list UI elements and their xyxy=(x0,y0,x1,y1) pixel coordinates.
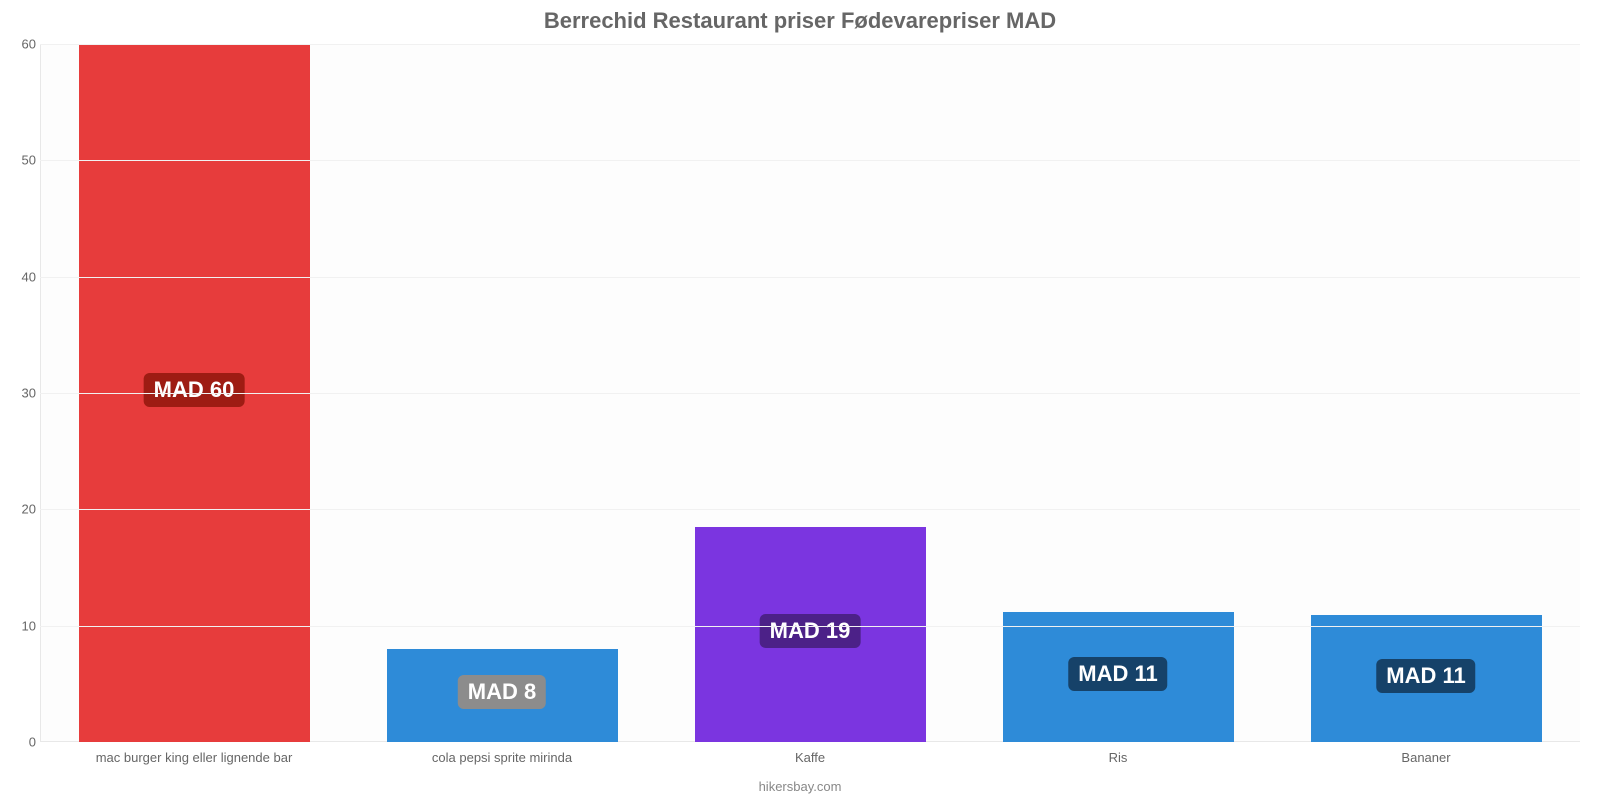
y-tick-label: 20 xyxy=(6,502,36,517)
plot-area: MAD 60mac burger king eller lignende bar… xyxy=(40,44,1580,742)
x-category-label: cola pepsi sprite mirinda xyxy=(432,750,572,765)
gridline xyxy=(40,626,1580,627)
gridline xyxy=(40,393,1580,394)
x-category-label: Ris xyxy=(1109,750,1128,765)
value-badge: MAD 60 xyxy=(144,373,245,407)
x-category-label: Kaffe xyxy=(795,750,825,765)
value-badge: MAD 8 xyxy=(458,675,546,709)
gridline xyxy=(40,160,1580,161)
chart-container: Berrechid Restaurant priser Fødevarepris… xyxy=(0,0,1600,800)
value-badge: MAD 11 xyxy=(1376,659,1475,693)
x-category-label: Bananer xyxy=(1401,750,1450,765)
gridline xyxy=(40,509,1580,510)
chart-footer: hikersbay.com xyxy=(0,779,1600,794)
value-badge: MAD 11 xyxy=(1068,657,1167,691)
x-category-label: mac burger king eller lignende bar xyxy=(96,750,293,765)
y-tick-label: 50 xyxy=(6,153,36,168)
y-tick-label: 30 xyxy=(6,386,36,401)
y-tick-label: 40 xyxy=(6,269,36,284)
y-tick-label: 0 xyxy=(6,735,36,750)
value-badge: MAD 19 xyxy=(760,614,861,648)
gridline xyxy=(40,44,1580,45)
y-tick-label: 10 xyxy=(6,618,36,633)
y-tick-label: 60 xyxy=(6,37,36,52)
gridline xyxy=(40,277,1580,278)
chart-title: Berrechid Restaurant priser Fødevarepris… xyxy=(0,0,1600,40)
